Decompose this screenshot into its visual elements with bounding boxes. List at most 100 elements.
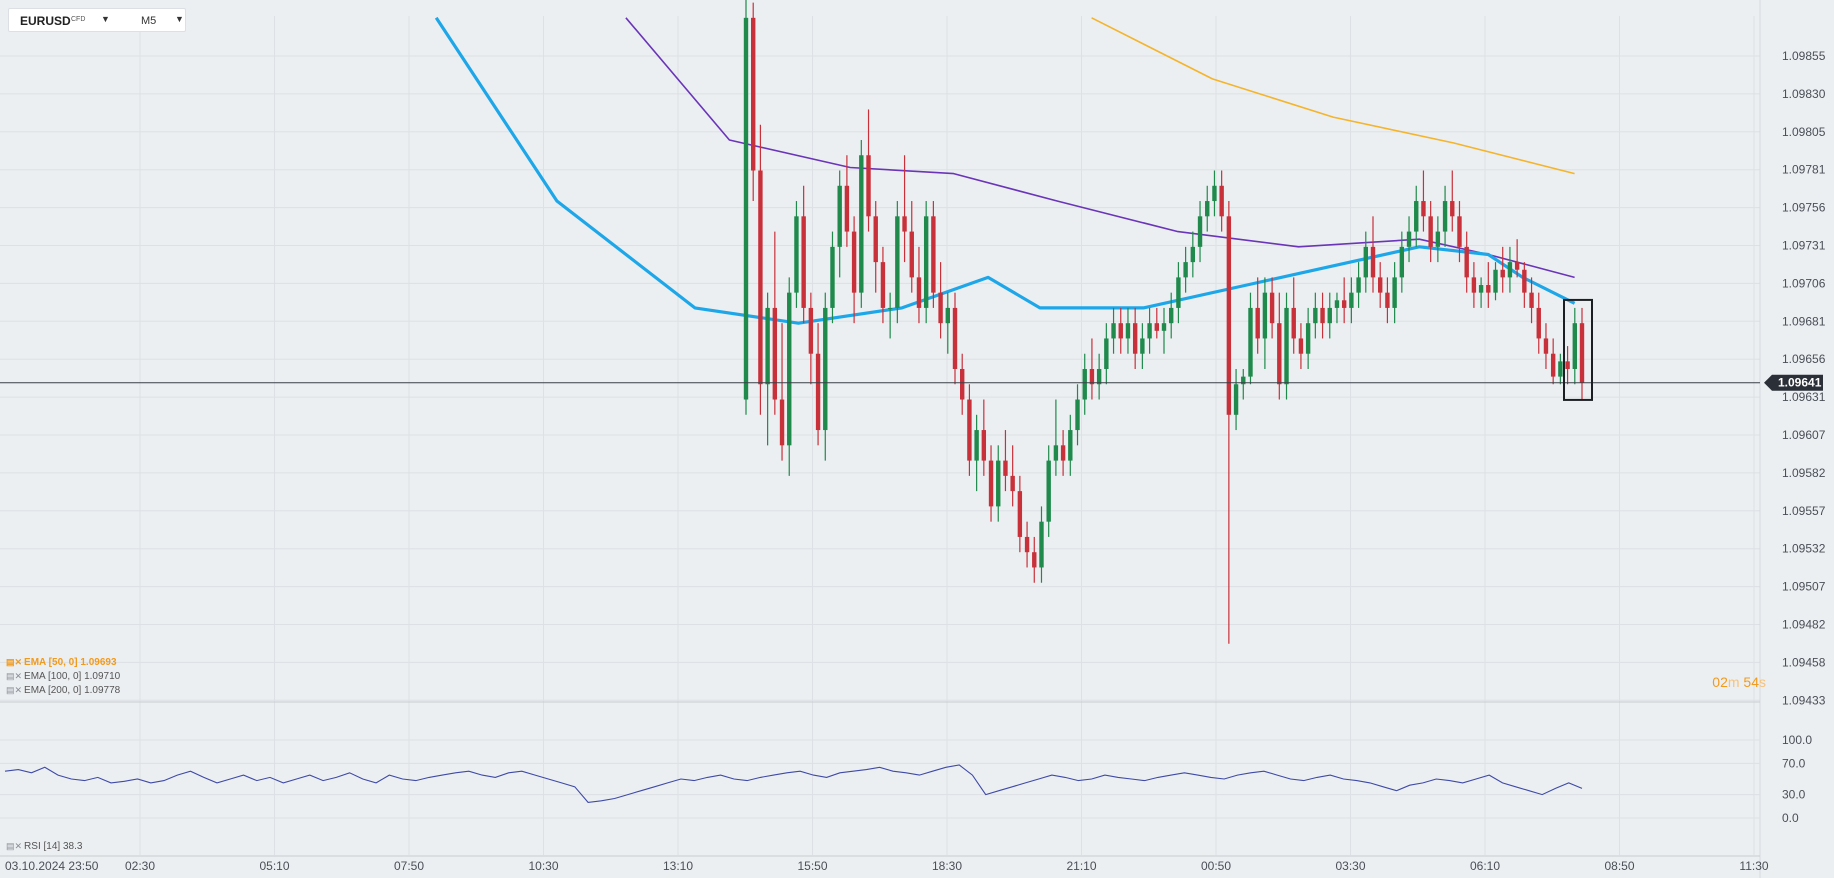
candle-body bbox=[931, 216, 936, 293]
candle bbox=[866, 109, 871, 232]
candle-body bbox=[851, 231, 857, 293]
ema100-line bbox=[625, 17, 1575, 279]
candle bbox=[1500, 246, 1505, 293]
chevron-down-icon[interactable]: ▼ bbox=[101, 14, 110, 24]
candle-body bbox=[1457, 216, 1462, 247]
indicator-ema50[interactable]: ▤✕ EMA [50, 0] 1.09693 bbox=[6, 657, 117, 668]
candle-body bbox=[996, 460, 1001, 507]
candle-body bbox=[895, 216, 900, 308]
candle bbox=[1421, 170, 1426, 232]
candle-body bbox=[830, 246, 835, 308]
candle-body bbox=[1298, 338, 1304, 354]
settings-icon[interactable]: ▤✕ bbox=[6, 657, 23, 667]
candle bbox=[787, 277, 792, 476]
candle-body bbox=[1478, 285, 1484, 293]
time-tick-label: 10:30 bbox=[528, 859, 558, 873]
candle bbox=[895, 201, 900, 324]
candle-body bbox=[1032, 552, 1037, 568]
candle-body bbox=[1464, 246, 1469, 278]
candle bbox=[1536, 292, 1541, 354]
time-tick-label: 18:30 bbox=[932, 859, 962, 873]
indicator-rsi[interactable]: ▤✕ RSI [14] 38.3 bbox=[6, 841, 83, 852]
candle-body bbox=[1262, 292, 1268, 339]
indicator-ema200[interactable]: ▤✕ EMA [200, 0] 1.09778 bbox=[6, 685, 121, 696]
candle bbox=[772, 231, 778, 415]
candle-body bbox=[794, 216, 799, 293]
candle-body bbox=[1111, 323, 1116, 339]
candle-body bbox=[844, 185, 850, 232]
candle bbox=[1486, 262, 1491, 308]
candle bbox=[1399, 231, 1405, 293]
candle-body bbox=[1284, 307, 1289, 385]
candle-body bbox=[815, 353, 821, 431]
candle-body bbox=[1435, 231, 1441, 247]
candle bbox=[1226, 201, 1232, 644]
candle bbox=[1370, 216, 1376, 293]
candle-body bbox=[801, 216, 806, 308]
candle bbox=[967, 384, 972, 476]
candle bbox=[1053, 399, 1059, 476]
candle-body bbox=[1233, 384, 1239, 415]
price-tick-label: 1.09681 bbox=[1782, 314, 1826, 328]
candle bbox=[1471, 262, 1477, 308]
candle bbox=[1032, 536, 1037, 583]
settings-icon[interactable]: ▤✕ bbox=[6, 671, 23, 681]
candle bbox=[1277, 292, 1282, 400]
candle bbox=[909, 201, 914, 293]
candle-body bbox=[1305, 323, 1311, 354]
candle bbox=[1284, 292, 1289, 400]
candle-body bbox=[823, 307, 828, 431]
settings-icon[interactable]: ▤✕ bbox=[6, 841, 23, 851]
candle bbox=[1125, 307, 1131, 354]
candle-body bbox=[1414, 201, 1419, 232]
candle-body bbox=[981, 430, 987, 461]
candle bbox=[981, 399, 987, 476]
time-tick-label: 05:10 bbox=[259, 859, 289, 873]
candle-body bbox=[1543, 338, 1549, 354]
candle bbox=[1428, 201, 1433, 263]
candle bbox=[1341, 277, 1347, 324]
candle bbox=[1017, 475, 1023, 553]
candle bbox=[1522, 262, 1527, 308]
candle-body bbox=[916, 277, 922, 308]
candle bbox=[1565, 346, 1570, 385]
candle bbox=[1291, 277, 1296, 354]
settings-icon[interactable]: ▤✕ bbox=[6, 685, 23, 695]
rsi-line bbox=[4, 764, 1583, 803]
indicator-ema100[interactable]: ▤✕ EMA [100, 0] 1.09710 bbox=[6, 671, 121, 682]
candle-body bbox=[1255, 307, 1260, 339]
candle bbox=[873, 201, 878, 293]
candle-body bbox=[1550, 353, 1556, 377]
candle bbox=[1132, 307, 1138, 369]
symbol-selector[interactable]: EURUSD CFD ▼ M5 ▼ bbox=[8, 8, 186, 32]
candle bbox=[1205, 185, 1210, 232]
candle-body bbox=[967, 399, 972, 461]
candle bbox=[1507, 246, 1513, 293]
candle-body bbox=[988, 460, 994, 507]
chevron-down-icon[interactable]: ▼ bbox=[175, 14, 184, 24]
candle bbox=[1313, 292, 1318, 339]
time-tick-label: 11:30 bbox=[1739, 859, 1768, 873]
candle bbox=[851, 216, 857, 324]
candle bbox=[765, 292, 770, 446]
candle bbox=[988, 445, 994, 522]
candle-body bbox=[1096, 368, 1102, 385]
ema50-line bbox=[434, 16, 1576, 325]
candle bbox=[1478, 277, 1484, 308]
current-price-label: 1.09641 bbox=[1778, 376, 1822, 390]
price-tick-label: 1.09756 bbox=[1782, 201, 1826, 215]
candle-body bbox=[1529, 292, 1534, 308]
candle bbox=[1003, 430, 1008, 492]
candle-body bbox=[1197, 216, 1203, 247]
candle-body bbox=[1060, 445, 1066, 461]
candle bbox=[931, 201, 936, 308]
candle bbox=[1558, 353, 1563, 385]
candle bbox=[1082, 353, 1087, 415]
candle-body bbox=[808, 307, 814, 354]
candle-body bbox=[743, 17, 749, 400]
candle bbox=[916, 246, 922, 324]
candle-body bbox=[1313, 307, 1318, 324]
candle bbox=[1154, 307, 1159, 339]
candle-body bbox=[1392, 277, 1397, 308]
